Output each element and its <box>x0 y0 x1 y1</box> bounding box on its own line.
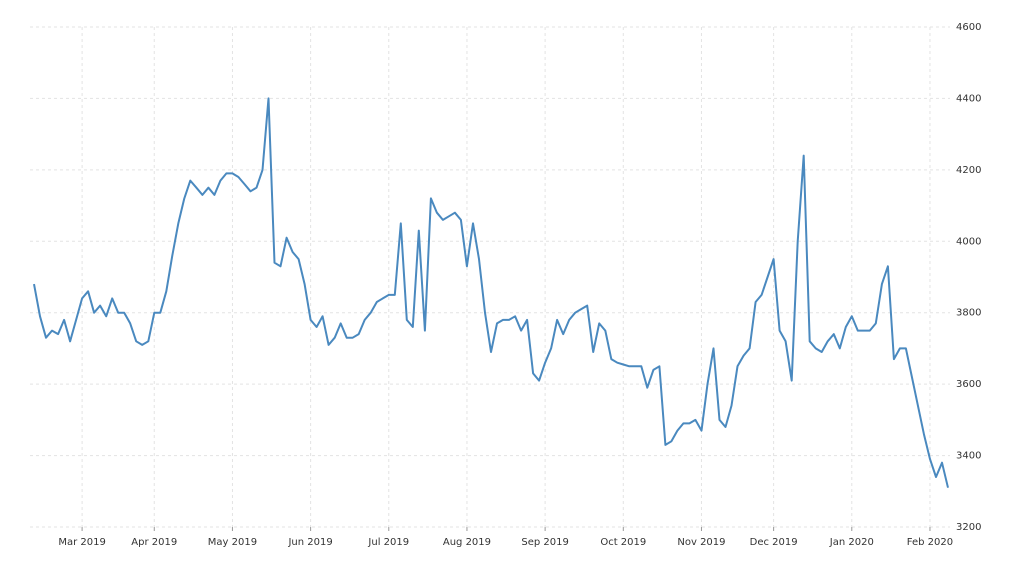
x-tick-label: Dec 2019 <box>750 537 798 548</box>
y-tick-label: 4400 <box>956 93 981 104</box>
x-tick-label: May 2019 <box>208 537 257 548</box>
x-tick-label: Jun 2019 <box>287 537 332 548</box>
y-tick-label: 4600 <box>956 22 981 33</box>
y-tick-label: 3200 <box>956 522 981 533</box>
x-tick-label: Oct 2019 <box>600 537 646 548</box>
x-tick-label: Aug 2019 <box>443 537 491 548</box>
x-tick-label: Mar 2019 <box>58 537 106 548</box>
x-tick-label: Feb 2020 <box>907 537 953 548</box>
x-tick-label: Sep 2019 <box>521 537 568 548</box>
x-tick-label: Apr 2019 <box>131 537 177 548</box>
x-tick-label: Nov 2019 <box>677 537 725 548</box>
y-tick-label: 4200 <box>956 165 981 176</box>
y-tick-label: 3400 <box>956 451 981 462</box>
x-tick-label: Jul 2019 <box>367 537 409 548</box>
y-tick-label: 4000 <box>956 236 981 247</box>
y-tick-label: 3800 <box>956 308 981 319</box>
x-tick-label: Jan 2020 <box>829 537 874 548</box>
y-tick-label: 3600 <box>956 379 981 390</box>
price-line <box>33 97 949 488</box>
